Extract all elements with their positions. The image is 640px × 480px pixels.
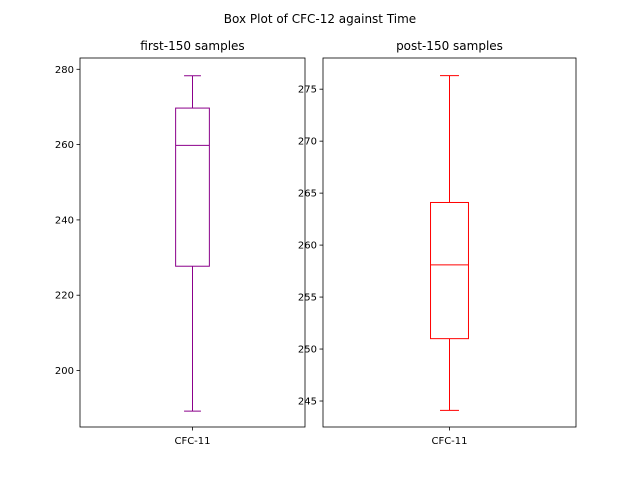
x-tick-label: CFC-11 (174, 436, 210, 447)
chart-panel-1: first-150 samples 200 220 240 260 280 CFC-11 (55, 39, 306, 447)
y-tick-label: 260 (55, 140, 74, 151)
chart-panel-2: post-150 samples 245 250 255 260 265 270 275 CFC… (298, 39, 577, 447)
box (430, 201, 469, 340)
y-tick-label: 275 (298, 85, 317, 96)
chart-title: first-150 samples (140, 39, 244, 53)
y-tick-label: 245 (298, 397, 317, 408)
x-tick-label: CFC-11 (431, 436, 467, 447)
y-tick-label: 240 (55, 215, 74, 226)
y-tick-label: 250 (298, 345, 317, 356)
y-tick-label: 255 (298, 293, 317, 304)
y-tick-label: 260 (298, 241, 317, 252)
figure-title: Box Plot of CFC-12 against Time (224, 12, 416, 26)
y-tick-label: 270 (298, 137, 317, 148)
y-tick-label: 200 (55, 366, 74, 377)
y-tick-label: 220 (55, 291, 74, 302)
box (175, 107, 210, 267)
y-tick-label: 265 (298, 189, 317, 200)
chart-title: post-150 samples (396, 39, 503, 53)
y-tick-label: 280 (55, 65, 74, 76)
